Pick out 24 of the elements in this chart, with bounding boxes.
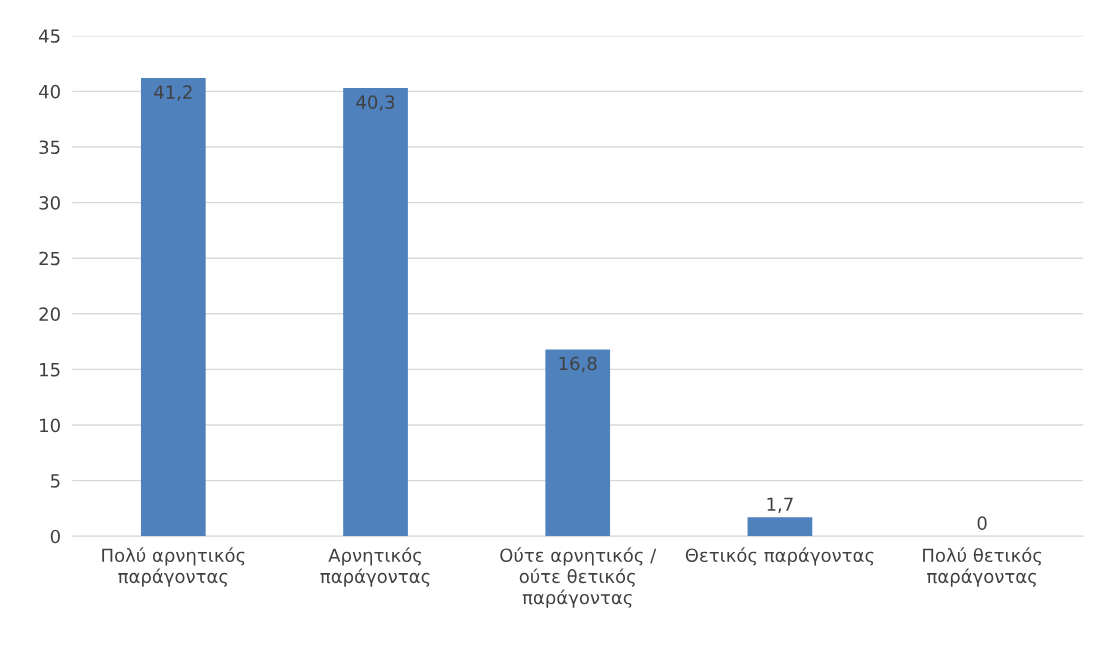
bar — [343, 88, 408, 537]
data-label: 16,8 — [559, 356, 597, 373]
data-label: 0 — [977, 516, 987, 530]
x-tick-label: Αρνητικός παράγοντας — [320, 547, 430, 587]
y-tick-label: 25 — [39, 251, 60, 266]
bar — [747, 517, 813, 537]
y-tick-label: 20 — [39, 307, 60, 321]
y-tick-label: 5 — [51, 474, 60, 488]
y-tick-label: 15 — [40, 363, 60, 377]
x-tick-label: Πολύ θετικός παράγοντας — [923, 547, 1042, 587]
y-tick-label: 45 — [39, 29, 60, 43]
y-tick-label: 35 — [39, 140, 60, 155]
bar — [140, 78, 206, 537]
data-label: 41,2 — [154, 85, 192, 101]
x-tick-label: Θετικός παράγοντας — [685, 547, 874, 566]
y-tick-label: 10 — [40, 418, 60, 433]
data-label: 40,3 — [356, 95, 395, 111]
data-label: 1,7 — [767, 497, 793, 513]
bar — [545, 349, 611, 537]
x-tick-label: Πολύ αρνητικός παράγοντας — [102, 547, 245, 587]
y-tick-label: 0 — [50, 529, 60, 544]
x-tick-label: Ούτε αρνητικός / ούτε θετικός παράγοντας — [500, 547, 657, 608]
y-tick-label: 40 — [39, 84, 60, 99]
y-tick-label: 30 — [39, 196, 60, 210]
